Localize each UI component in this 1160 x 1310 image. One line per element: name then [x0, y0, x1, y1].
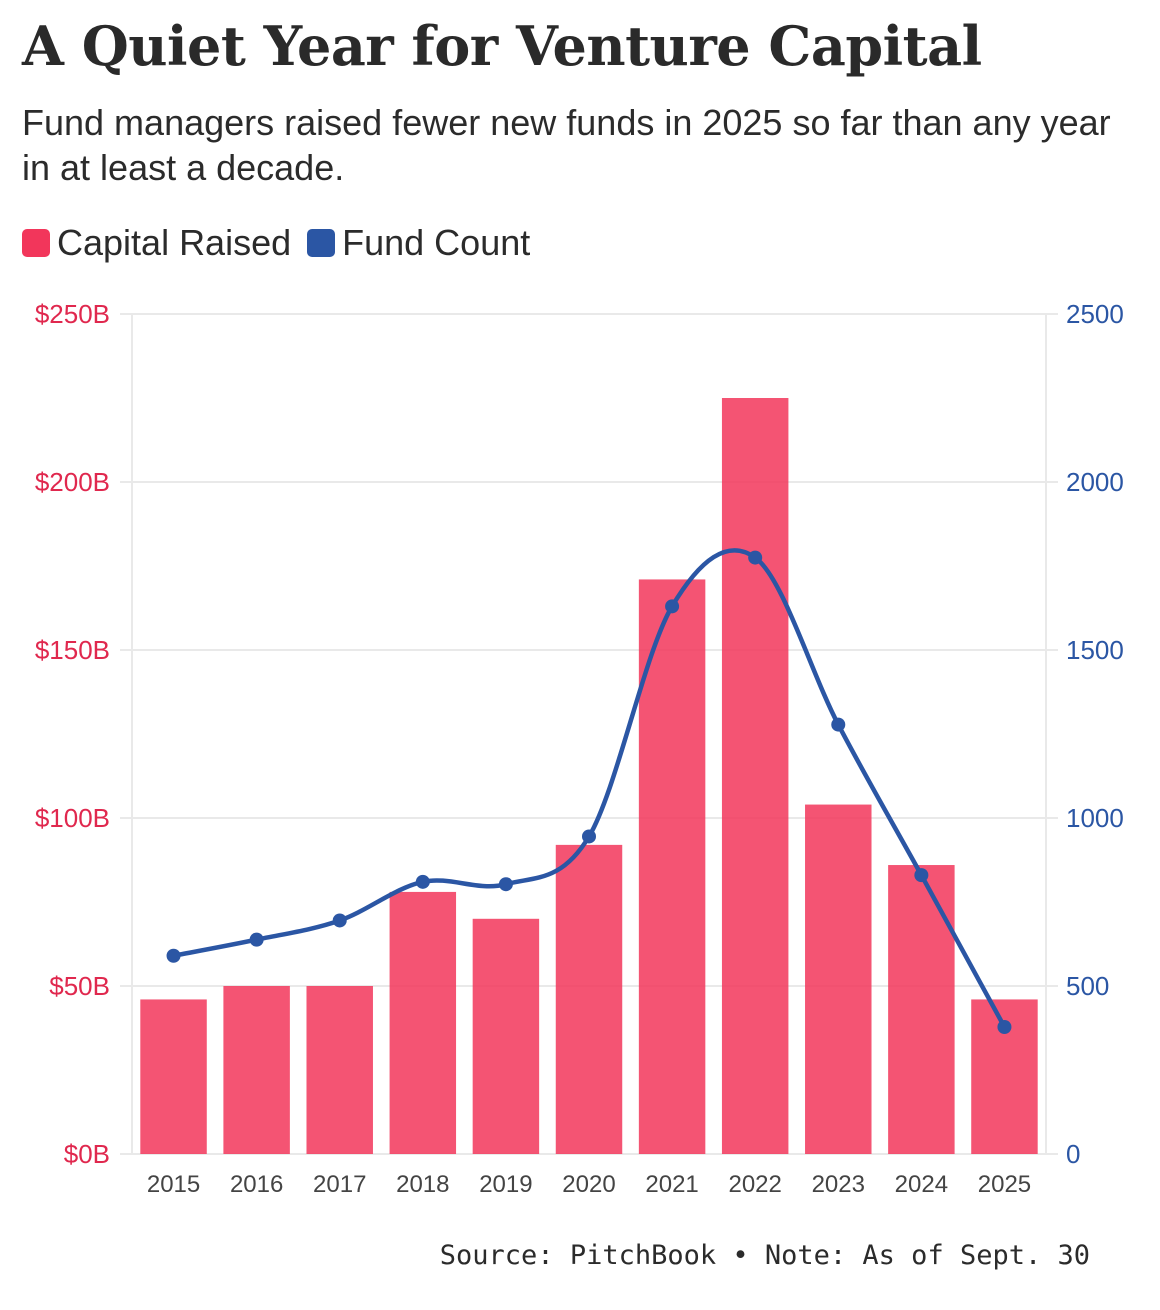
bar-capital-raised-2018 — [389, 891, 457, 1154]
x-tick-label: 2023 — [812, 1171, 865, 1198]
source-note: Source: PitchBook • Note: As of Sept. 30 — [439, 1240, 1090, 1271]
bar-capital-raised-2015 — [140, 999, 207, 1154]
point-fund-count-2016 — [249, 932, 264, 947]
x-tick-label: 2025 — [978, 1171, 1031, 1198]
y-right-tick-label: 500 — [1066, 971, 1109, 1001]
point-fund-count-2015 — [166, 948, 181, 963]
bar-capital-raised-2016 — [223, 986, 290, 1154]
y-right-tick-label: 2000 — [1066, 467, 1124, 497]
chart-subtitle: Fund managers raised fewer new funds in … — [22, 102, 1111, 188]
legend-item-capital-raised: Capital Raised — [22, 222, 291, 264]
bar-capital-raised-2019 — [472, 918, 540, 1154]
x-tick-label: 2022 — [728, 1171, 781, 1198]
x-tick-label: 2016 — [230, 1171, 283, 1198]
point-fund-count-2017 — [332, 913, 347, 928]
x-tick-label: 2015 — [147, 1171, 200, 1198]
point-fund-count-2020 — [582, 829, 596, 844]
x-tick-label: 2020 — [562, 1171, 615, 1198]
legend-label-fund-count: Fund Count — [342, 222, 531, 263]
bar-capital-raised-2020 — [555, 844, 623, 1154]
chart-title: A Quiet Year for Venture Capital — [22, 14, 982, 78]
legend-swatch-capital-raised — [22, 229, 50, 257]
legend: Capital Raised Fund Count — [22, 222, 546, 264]
y-right-tick-label: 0 — [1066, 1139, 1080, 1169]
legend-swatch-fund-count — [307, 229, 336, 257]
y-left-tick-label: $150B — [35, 635, 110, 665]
point-fund-count-2024 — [914, 868, 929, 883]
point-fund-count-2018 — [415, 874, 430, 889]
x-tick-label: 2017 — [313, 1171, 366, 1198]
x-tick-label: 2019 — [479, 1171, 532, 1198]
y-right-tick-label: 1000 — [1066, 803, 1124, 833]
bar-capital-raised-2023 — [805, 804, 872, 1154]
x-tick-label: 2021 — [645, 1171, 698, 1198]
bar-capital-raised-2022 — [721, 398, 789, 1154]
point-fund-count-2023 — [831, 717, 846, 732]
bar-capital-raised-2021 — [638, 579, 706, 1154]
point-fund-count-2022 — [748, 550, 763, 565]
y-left-tick-label: $50B — [49, 971, 110, 1001]
bar-capital-raised-2024 — [888, 865, 955, 1154]
point-fund-count-2025 — [997, 1019, 1012, 1034]
y-right-tick-label: 2500 — [1066, 299, 1124, 329]
legend-label-capital-raised: Capital Raised — [57, 222, 292, 263]
x-tick-label: 2024 — [895, 1171, 948, 1198]
y-left-tick-label: $100B — [35, 803, 110, 833]
point-fund-count-2021 — [665, 599, 680, 614]
chart-plot: $0B $50B $100B $150B $200B $250B 0 500 1000 1500 2… — [35, 299, 1124, 1198]
y-right-tick-label: 1500 — [1066, 635, 1124, 665]
point-fund-count-2019 — [498, 877, 513, 892]
x-tick-label: 2018 — [396, 1171, 449, 1198]
y-left-tick-label: $0B — [64, 1139, 110, 1169]
legend-item-fund-count: Fund Count — [307, 222, 530, 264]
y-left-tick-label: $250B — [35, 299, 110, 329]
y-left-tick-label: $200B — [35, 467, 110, 497]
bar-capital-raised-2017 — [306, 986, 373, 1154]
